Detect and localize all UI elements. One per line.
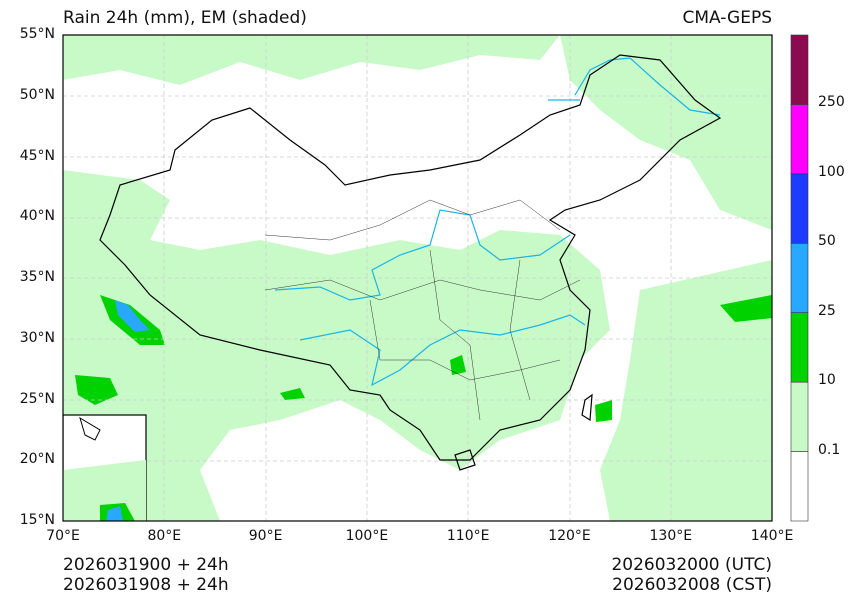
lon-tick-label: 120°E — [548, 528, 591, 544]
valid-time-cst: 2026032008 (CST) — [612, 575, 772, 595]
lon-tick-label: 140°E — [750, 528, 794, 544]
colorbar-bin — [790, 312, 809, 383]
lon-tick-label: 100°E — [345, 528, 389, 544]
colorbar-bin — [790, 381, 809, 452]
colorbar-label: 50 — [818, 233, 836, 250]
rain-light-areas — [63, 35, 772, 521]
model-name: CMA-GEPS — [682, 8, 772, 28]
map-frame — [62, 34, 773, 522]
lat-tick-label: 45°N — [19, 147, 55, 164]
colorbar-bin — [790, 173, 809, 244]
colorbar-label: 10 — [818, 372, 836, 389]
lon-tick-label: 130°E — [649, 528, 693, 544]
province-borders — [264, 199, 581, 421]
footer-left: 2026031900 + 24h 2026031908 + 24h — [63, 555, 229, 595]
colorbar-bin — [790, 451, 809, 522]
rivers — [274, 57, 721, 387]
colorbar-bin — [790, 34, 809, 105]
country-border-china — [99, 54, 722, 471]
valid-time-utc: 2026032000 (UTC) — [611, 555, 772, 575]
colorbar-label: 25 — [818, 302, 836, 319]
grid-lines — [63, 35, 772, 521]
lon-tick-label: 80°E — [147, 528, 182, 544]
lon-tick-label: 110°E — [446, 528, 490, 544]
colorbar — [790, 34, 809, 522]
colorbar-label: 250 — [818, 94, 845, 111]
map-title: Rain 24h (mm), EM (shaded) — [63, 8, 307, 28]
init-time-cst: 2026031908 + 24h — [63, 575, 229, 595]
colorbar-bin — [790, 104, 809, 175]
lat-tick-label: 15°N — [19, 512, 55, 528]
lon-tick-label: 70°E — [46, 528, 80, 544]
colorbar-bin — [790, 242, 809, 314]
colorbar-label: 0.1 — [818, 441, 841, 458]
lat-tick-label: 25°N — [19, 390, 55, 407]
lat-tick-label: 30°N — [19, 329, 55, 346]
footer-right: 2026032000 (UTC) 2026032008 (CST) — [611, 555, 772, 595]
lat-tick-label: 40°N — [19, 208, 55, 225]
init-time-utc: 2026031900 + 24h — [63, 555, 229, 575]
lon-tick-label: 90°E — [248, 528, 283, 544]
lat-tick-label: 20°N — [19, 451, 55, 468]
lat-tick-label: 50°N — [19, 86, 55, 103]
lat-tick-label: 35°N — [19, 269, 55, 285]
colorbar-label: 100 — [818, 163, 845, 180]
lat-tick-label: 55°N — [19, 26, 55, 42]
inset-south-china-sea — [63, 414, 147, 521]
